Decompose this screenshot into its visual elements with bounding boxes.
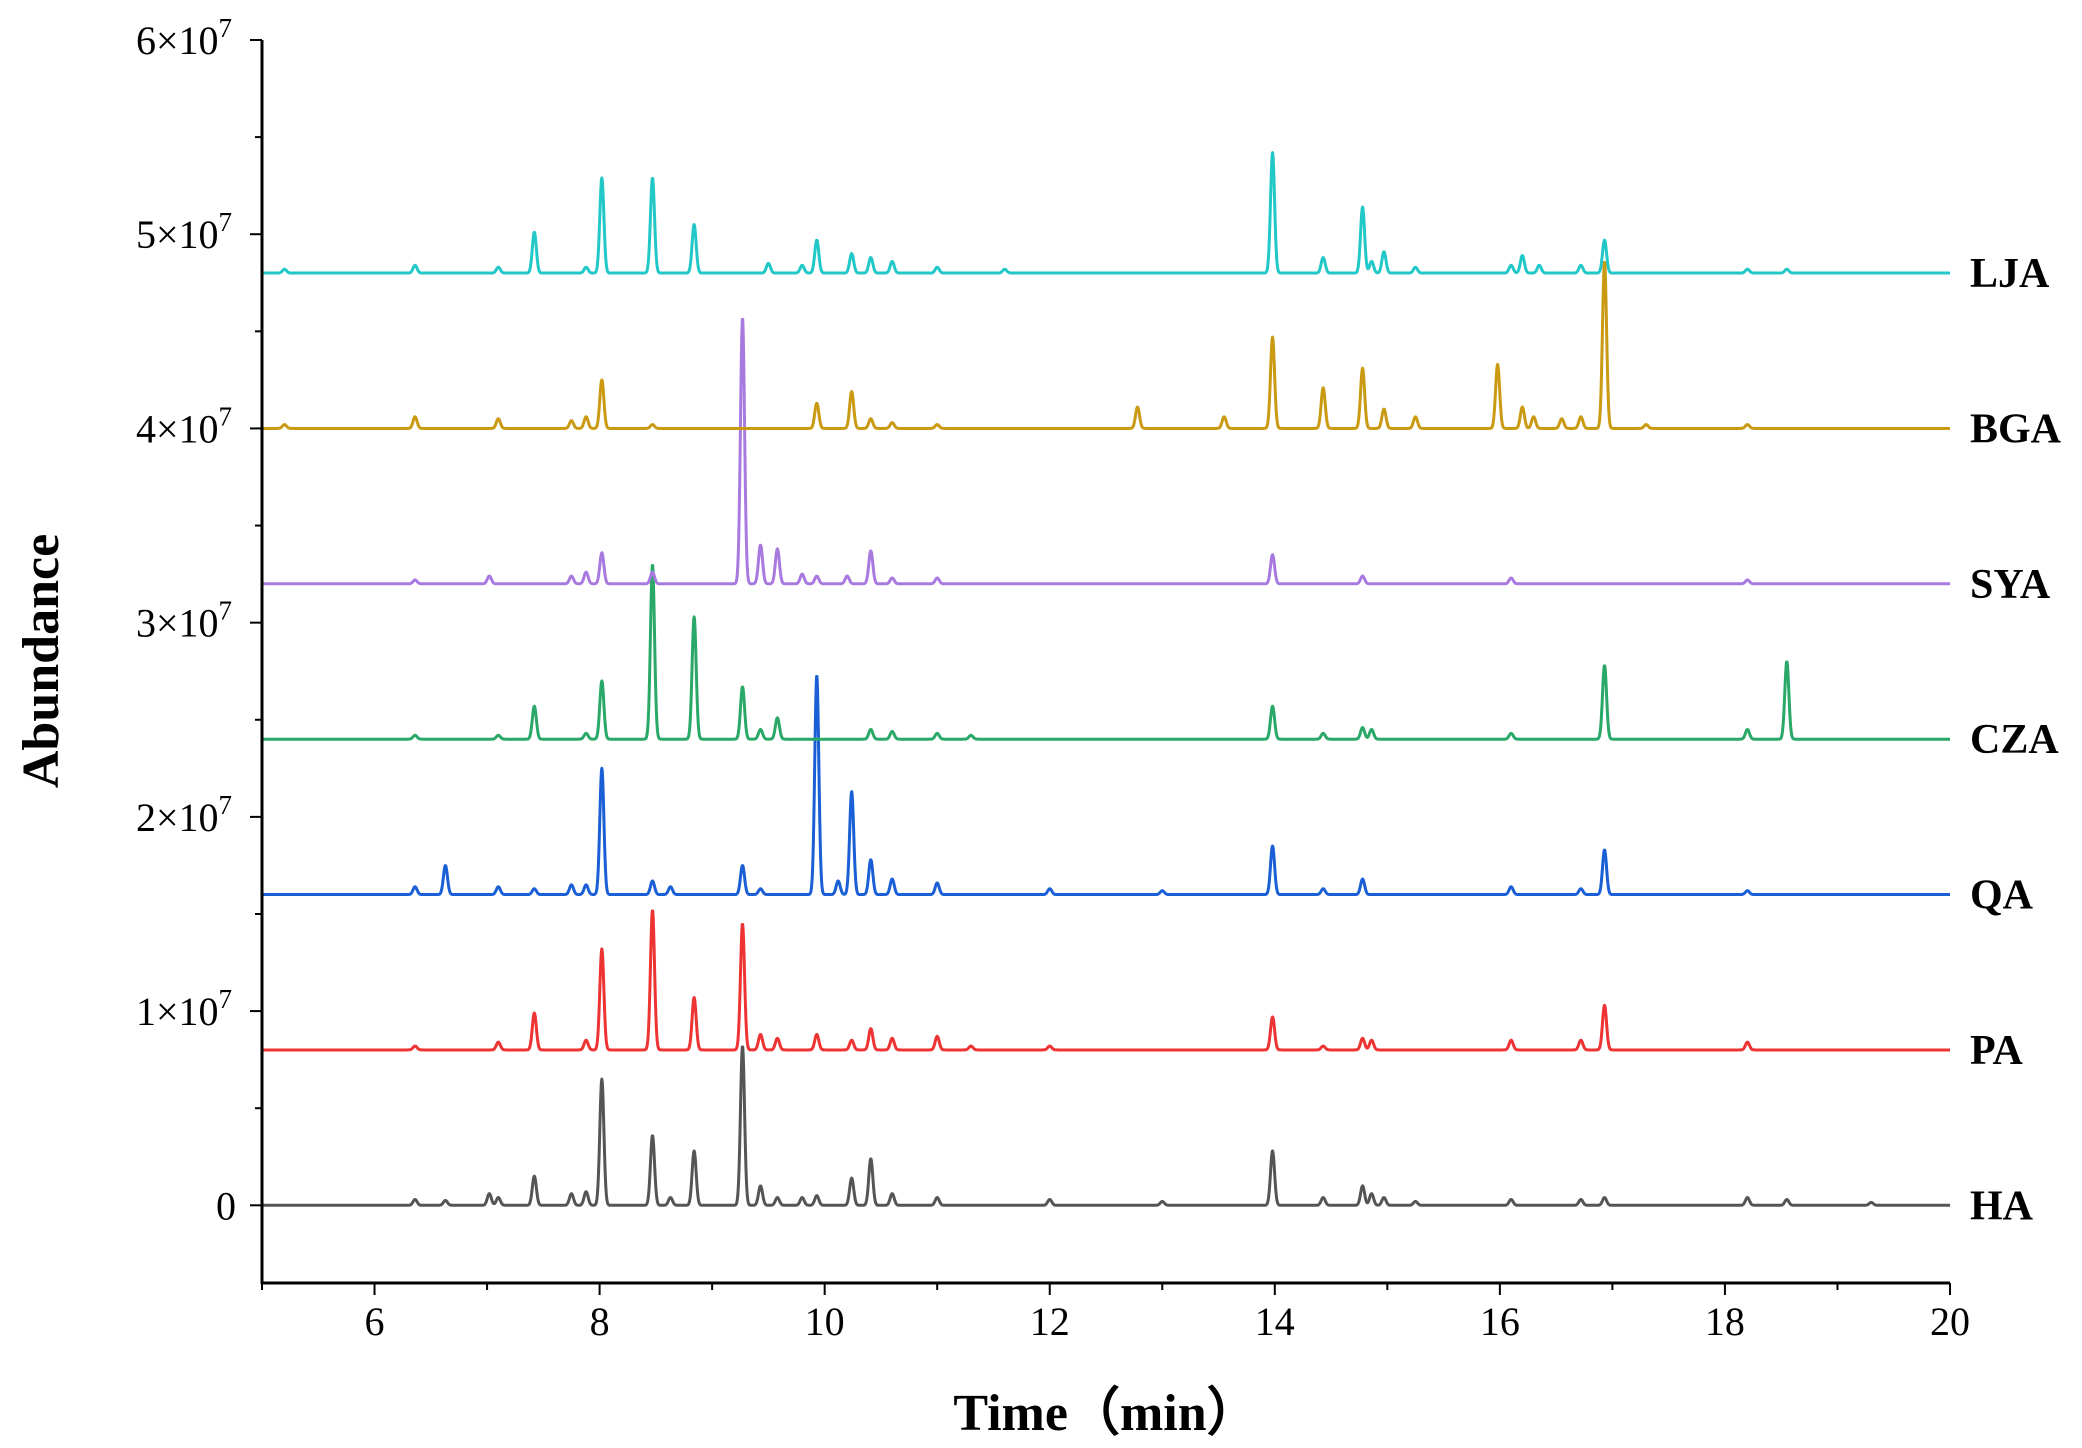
y-tick-label: 0 <box>216 1183 236 1228</box>
x-tick-label: 6 <box>365 1299 385 1344</box>
series-label-qa: QA <box>1970 873 2034 919</box>
series-label-lja: LJA <box>1970 251 2050 297</box>
x-tick-label: 12 <box>1030 1299 1070 1344</box>
series-label-pa: PA <box>1970 1028 2024 1074</box>
x-tick-label: 16 <box>1480 1299 1520 1344</box>
x-axis-ticks: 6 8 10 12 14 16 18 20 <box>261 1283 1970 1344</box>
series-label-ha: HA <box>1970 1183 2034 1229</box>
trace-bga <box>260 260 1952 430</box>
series-labels: HA PA QA CZA SYA BGA LJA <box>1970 251 2062 1229</box>
trace-ha <box>260 1045 1952 1207</box>
trace-qa <box>260 674 1952 897</box>
x-tick-label: 14 <box>1255 1299 1295 1344</box>
y-tick-label: 1×107 <box>136 984 232 1034</box>
trace-cza <box>260 563 1952 741</box>
x-tick-label: 20 <box>1930 1299 1970 1344</box>
x-tick-label: 18 <box>1705 1299 1745 1344</box>
y-tick-label: 4×107 <box>136 401 232 451</box>
trace-sya <box>260 317 1952 586</box>
series-label-cza: CZA <box>1970 717 2059 763</box>
y-tick-label: 3×107 <box>136 596 232 646</box>
series-label-bga: BGA <box>1970 406 2062 452</box>
y-axis-ticks: 0 1×107 2×107 3×107 4×107 5×107 6×107 <box>136 13 262 1228</box>
y-tick-label: 6×107 <box>136 13 232 63</box>
x-tick-label: 10 <box>805 1299 845 1344</box>
trace-pa <box>260 909 1952 1052</box>
y-axis-title: Abundance <box>13 534 70 788</box>
y-tick-label: 2×107 <box>136 790 232 840</box>
y-tick-label: 5×107 <box>136 207 232 257</box>
trace-lja <box>260 151 1952 275</box>
series-traces <box>260 151 1952 1207</box>
series-label-sya: SYA <box>1970 562 2051 608</box>
x-axis-title: Time（min） <box>953 1384 1258 1442</box>
x-tick-label: 8 <box>590 1299 610 1344</box>
